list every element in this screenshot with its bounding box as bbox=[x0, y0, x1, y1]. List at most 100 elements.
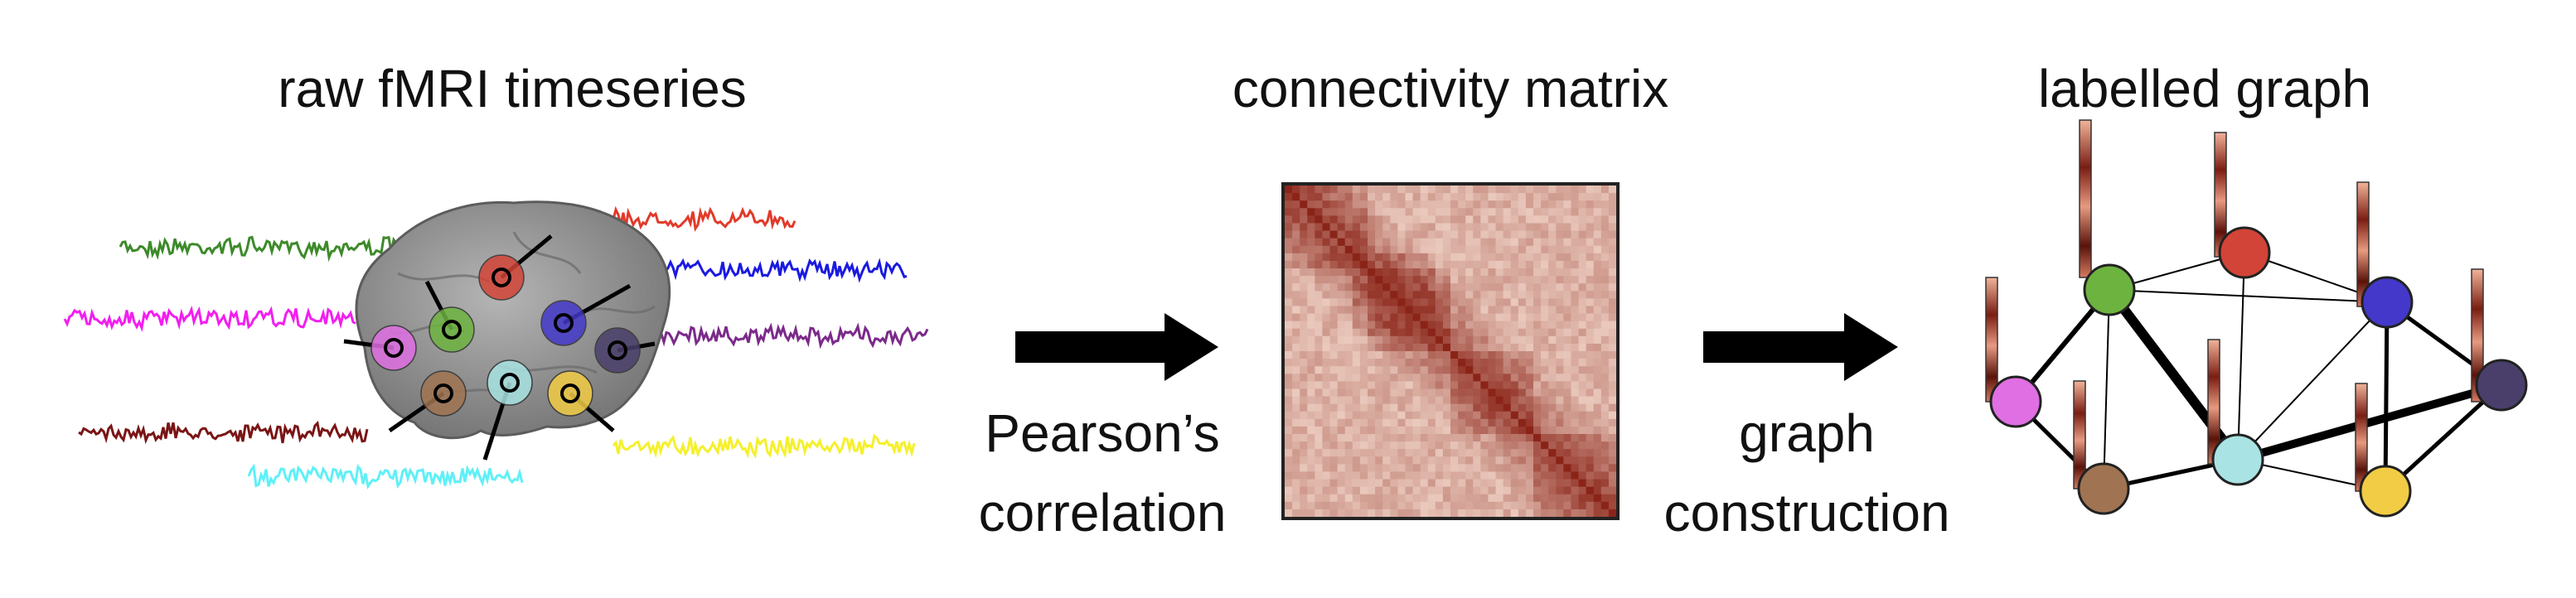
matrix-cell bbox=[1315, 200, 1323, 209]
matrix-cell bbox=[1480, 441, 1489, 450]
matrix-cell bbox=[1405, 328, 1413, 337]
matrix-cell bbox=[1593, 306, 1602, 314]
matrix-cell bbox=[1359, 411, 1368, 420]
matrix-cell bbox=[1412, 359, 1421, 367]
matrix-cell bbox=[1495, 464, 1504, 472]
matrix-cell bbox=[1300, 321, 1308, 330]
matrix-cell bbox=[1503, 321, 1512, 330]
matrix-cell bbox=[1548, 321, 1557, 330]
matrix-cell bbox=[1450, 283, 1459, 292]
matrix-cell bbox=[1510, 509, 1519, 518]
matrix-cell bbox=[1541, 343, 1549, 352]
matrix-cell bbox=[1563, 359, 1571, 367]
matrix-cell bbox=[1510, 268, 1519, 277]
matrix-cell bbox=[1435, 283, 1444, 292]
matrix-cell bbox=[1285, 403, 1293, 412]
matrix-cell bbox=[1503, 434, 1512, 442]
matrix-cell bbox=[1337, 260, 1346, 269]
matrix-cell bbox=[1488, 388, 1496, 397]
matrix-cell bbox=[1420, 200, 1429, 209]
matrix-cell bbox=[1329, 193, 1339, 201]
matrix-cell bbox=[1556, 276, 1564, 284]
matrix-cell bbox=[1344, 426, 1353, 435]
matrix-cell bbox=[1586, 215, 1595, 224]
matrix-cell bbox=[1458, 426, 1466, 435]
matrix-cell bbox=[1495, 396, 1504, 405]
matrix-cell bbox=[1510, 434, 1519, 442]
matrix-cell bbox=[1578, 359, 1587, 367]
matrix-cell bbox=[1292, 479, 1300, 488]
matrix-cell bbox=[1465, 291, 1474, 299]
matrix-cell bbox=[1586, 230, 1595, 239]
matrix-cell bbox=[1397, 253, 1406, 262]
matrix-cell bbox=[1473, 396, 1481, 405]
matrix-cell bbox=[1556, 509, 1564, 518]
arrow-to-matrix bbox=[1015, 313, 1218, 381]
matrix-cell bbox=[1600, 374, 1610, 382]
matrix-cell bbox=[1593, 200, 1602, 209]
matrix-cell bbox=[1329, 306, 1339, 314]
matrix-cell bbox=[1375, 426, 1383, 435]
matrix-cell bbox=[1442, 306, 1451, 314]
matrix-cell bbox=[1518, 374, 1527, 382]
matrix-cell bbox=[1368, 486, 1376, 495]
matrix-cell bbox=[1548, 230, 1557, 239]
matrix-cell bbox=[1329, 321, 1339, 330]
matrix-cell bbox=[1548, 381, 1557, 389]
matrix-cell bbox=[1359, 283, 1368, 292]
matrix-cell bbox=[1450, 276, 1459, 284]
matrix-cell bbox=[1368, 328, 1376, 337]
labelled-graph bbox=[1985, 119, 2528, 518]
matrix-cell bbox=[1450, 456, 1459, 465]
matrix-cell bbox=[1473, 359, 1481, 367]
matrix-cell bbox=[1359, 276, 1368, 284]
matrix-cell bbox=[1480, 396, 1489, 405]
matrix-cell bbox=[1608, 343, 1617, 352]
matrix-cell bbox=[1390, 486, 1398, 495]
matrix-cell bbox=[1556, 328, 1564, 337]
matrix-cell bbox=[1337, 396, 1346, 405]
matrix-cell bbox=[1292, 238, 1300, 247]
matrix-cell bbox=[1329, 426, 1339, 435]
matrix-cell bbox=[1525, 456, 1534, 465]
matrix-cell bbox=[1518, 200, 1527, 209]
matrix-cell bbox=[1600, 464, 1610, 472]
matrix-cell bbox=[1375, 471, 1383, 480]
matrix-cell bbox=[1450, 366, 1459, 374]
matrix-cell bbox=[1548, 276, 1557, 284]
matrix-cell bbox=[1518, 291, 1527, 299]
matrix-cell bbox=[1503, 253, 1512, 262]
matrix-cell bbox=[1586, 291, 1595, 299]
matrix-cell bbox=[1563, 441, 1571, 450]
matrix-cell bbox=[1518, 276, 1527, 284]
matrix-cell bbox=[1556, 215, 1564, 224]
matrix-cell bbox=[1533, 208, 1542, 216]
matrix-cell bbox=[1285, 193, 1293, 201]
matrix-cell bbox=[1488, 479, 1496, 488]
matrix-cell bbox=[1420, 479, 1429, 488]
matrix-cell bbox=[1586, 335, 1595, 345]
matrix-cell bbox=[1518, 186, 1527, 194]
matrix-cell bbox=[1586, 464, 1595, 472]
matrix-cell bbox=[1397, 501, 1406, 510]
matrix-cell bbox=[1480, 193, 1489, 201]
matrix-cell bbox=[1307, 434, 1315, 442]
matrix-cell bbox=[1556, 479, 1564, 488]
matrix-cell bbox=[1518, 351, 1527, 359]
matrix-cell bbox=[1435, 418, 1444, 427]
matrix-cell bbox=[1586, 509, 1595, 518]
matrix-cell bbox=[1503, 313, 1512, 322]
matrix-cell bbox=[1397, 374, 1406, 382]
matrix-cell bbox=[1300, 509, 1308, 518]
matrix-cell bbox=[1473, 298, 1481, 306]
matrix-cell bbox=[1465, 253, 1474, 262]
matrix-cell bbox=[1329, 253, 1339, 262]
matrix-cell bbox=[1442, 245, 1451, 254]
matrix-cell bbox=[1556, 471, 1564, 480]
matrix-cell bbox=[1344, 328, 1353, 337]
matrix-cell bbox=[1397, 396, 1406, 405]
matrix-cell bbox=[1285, 388, 1293, 397]
matrix-cell bbox=[1405, 411, 1413, 420]
matrix-cell bbox=[1285, 321, 1293, 330]
matrix-cell bbox=[1495, 343, 1504, 352]
